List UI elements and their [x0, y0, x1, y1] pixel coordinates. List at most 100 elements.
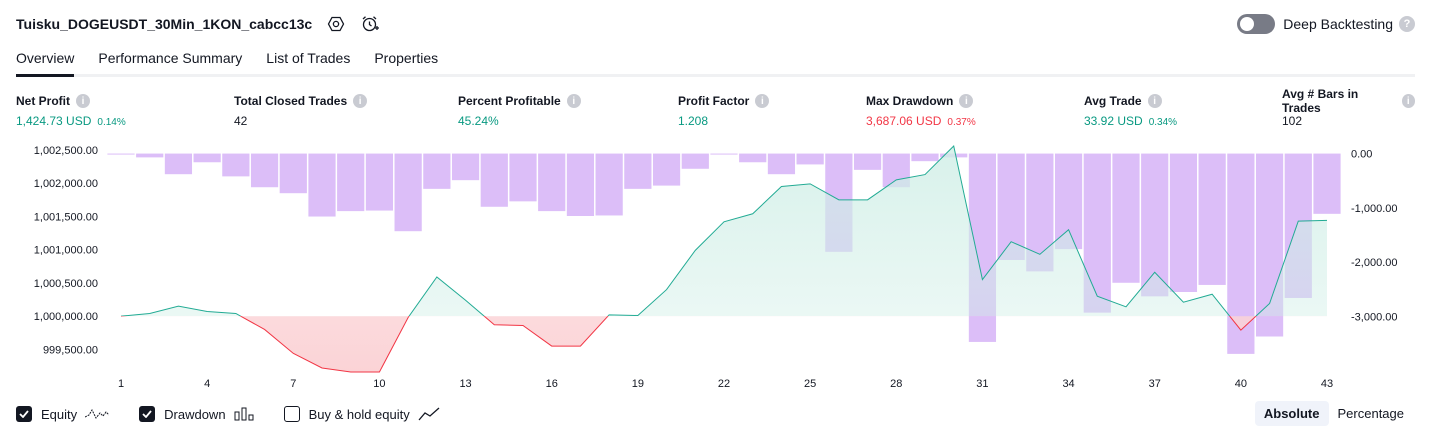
drawdown-bar	[481, 154, 508, 207]
drawdown-bar	[136, 154, 163, 158]
drawdown-bar	[567, 154, 594, 216]
metric-percent: 0.14%	[97, 117, 125, 128]
tab-properties[interactable]: Properties	[374, 44, 438, 74]
percentage-button[interactable]: Percentage	[1329, 401, 1414, 426]
x-axis-tick-label: 40	[1235, 378, 1247, 390]
metric-percent-profitable: Percent Profitable i 45.24%	[458, 93, 581, 128]
drawdown-bar	[596, 154, 623, 216]
metric-value: 45.24%	[458, 114, 499, 128]
metric-net-profit: Net Profit i 1,424.73 USD 0.14%	[16, 93, 126, 128]
metric-label: Percent Profitable	[458, 94, 561, 108]
legend-drawdown-label: Drawdown	[164, 407, 225, 422]
display-mode-switch: Absolute Percentage	[1255, 401, 1413, 426]
metric-label: Avg # Bars in Trades	[1282, 87, 1396, 115]
metric-max-drawdown: Max Drawdown i 3,687.06 USD 0.37%	[866, 93, 976, 128]
drawdown-bar	[308, 154, 335, 217]
info-icon[interactable]: i	[567, 94, 581, 108]
legend-equity[interactable]: Equity	[16, 406, 109, 422]
legend-drawdown[interactable]: Drawdown	[139, 406, 253, 422]
metric-percent: 0.37%	[947, 117, 975, 128]
drawdown-bar	[1112, 154, 1139, 283]
left-axis-tick-label: 1,000,000.00	[34, 311, 98, 323]
drawdown-bar	[194, 154, 221, 163]
strategy-header: Tuisku_DOGEUSDT_30Min_1KON_cabcc13c	[16, 12, 380, 36]
left-axis-tick-label: 1,002,500.00	[34, 145, 98, 157]
metric-value: 1,424.73 USD	[16, 114, 91, 128]
x-axis-tick-label: 43	[1321, 378, 1333, 390]
metric-label: Profit Factor	[678, 94, 749, 108]
metric-label: Total Closed Trades	[234, 94, 347, 108]
info-icon[interactable]: i	[76, 94, 90, 108]
x-axis-tick-label: 13	[459, 378, 471, 390]
alert-clock-icon[interactable]	[360, 14, 380, 34]
drawdown-bar	[854, 154, 881, 170]
settings-icon[interactable]	[326, 14, 346, 34]
legend-buy-hold-label: Buy & hold equity	[309, 407, 410, 422]
equity-drawdown-chart: 1,002,500.00 1,002,000.00 1,001,500.00 1,00…	[0, 140, 1431, 390]
absolute-button[interactable]: Absolute	[1255, 401, 1329, 426]
metric-value: 1.208	[678, 114, 708, 128]
legend-equity-label: Equity	[41, 407, 77, 422]
metric-value: 102	[1282, 114, 1302, 128]
drawdown-bar	[1199, 154, 1226, 285]
metrics-row: Net Profit i 1,424.73 USD 0.14% Total Clos…	[16, 93, 1415, 133]
metric-avg-bars: Avg # Bars in Trades i 102	[1282, 93, 1415, 128]
left-axis-tick-label: 1,001,000.00	[34, 245, 98, 257]
tab-overview[interactable]: Overview	[16, 44, 74, 74]
metric-label: Net Profit	[16, 94, 70, 108]
drawdown-bar	[538, 154, 565, 212]
drawdown-bar	[395, 154, 422, 232]
drawdown-bar	[710, 154, 737, 155]
tab-performance-summary[interactable]: Performance Summary	[98, 44, 242, 74]
drawdown-bar	[1170, 154, 1197, 292]
equity-checkbox[interactable]	[16, 406, 32, 422]
metric-avg-trade: Avg Trade i 33.92 USD 0.34%	[1084, 93, 1177, 128]
drawdown-bar	[280, 154, 307, 194]
drawdown-checkbox[interactable]	[139, 406, 155, 422]
drawdown-bar	[768, 154, 795, 175]
info-icon[interactable]: i	[755, 94, 769, 108]
drawdown-bars-icon	[234, 407, 254, 421]
info-icon[interactable]: i	[959, 94, 973, 108]
x-axis-tick-label: 37	[1149, 378, 1161, 390]
info-icon[interactable]: i	[1148, 94, 1162, 108]
metric-label: Avg Trade	[1084, 94, 1142, 108]
drawdown-bar	[107, 154, 134, 155]
right-axis-tick-label: 0.00	[1351, 149, 1372, 161]
chart-legend: Equity Drawdown Buy & hold equity	[16, 404, 470, 424]
buy-hold-checkbox[interactable]	[284, 406, 300, 422]
x-axis-tick-label: 22	[718, 378, 730, 390]
metric-label: Max Drawdown	[866, 94, 953, 108]
info-icon[interactable]: i	[1402, 94, 1415, 108]
metric-value: 42	[234, 114, 247, 128]
drawdown-bar	[165, 154, 192, 175]
drawdown-bar	[653, 154, 680, 186]
tab-list-of-trades[interactable]: List of Trades	[266, 44, 350, 74]
deep-backtesting-toggle[interactable]	[1237, 14, 1275, 34]
left-axis-tick-label: 1,000,500.00	[34, 278, 98, 290]
deep-backtesting: Deep Backtesting ?	[1237, 12, 1415, 36]
drawdown-bar	[682, 154, 709, 169]
drawdown-bar	[1313, 154, 1340, 214]
drawdown-bar	[797, 154, 824, 165]
right-axis-tick-label: -2,000.00	[1351, 257, 1397, 269]
right-axis-tick-label: -1,000.00	[1351, 203, 1397, 215]
x-axis-tick-label: 1	[118, 378, 124, 390]
x-axis-tick-label: 31	[976, 378, 988, 390]
x-axis-tick-label: 7	[290, 378, 296, 390]
drawdown-bar	[911, 154, 938, 162]
x-axis-tick-label: 4	[204, 378, 210, 390]
legend-buy-hold[interactable]: Buy & hold equity	[284, 406, 440, 422]
x-axis-tick-label: 10	[373, 378, 385, 390]
metric-value: 3,687.06 USD	[866, 114, 941, 128]
x-axis-tick-label: 19	[632, 378, 644, 390]
right-axis-tick-label: -3,000.00	[1351, 311, 1397, 323]
metric-percent: 0.34%	[1149, 117, 1177, 128]
help-icon[interactable]: ?	[1399, 16, 1415, 32]
x-axis-tick-label: 28	[890, 378, 902, 390]
info-icon[interactable]: i	[353, 94, 367, 108]
x-axis-tick-label: 34	[1062, 378, 1074, 390]
drawdown-bar	[452, 154, 479, 181]
left-axis-tick-label: 1,001,500.00	[34, 211, 98, 223]
left-axis-tick-label: 1,002,000.00	[34, 178, 98, 190]
